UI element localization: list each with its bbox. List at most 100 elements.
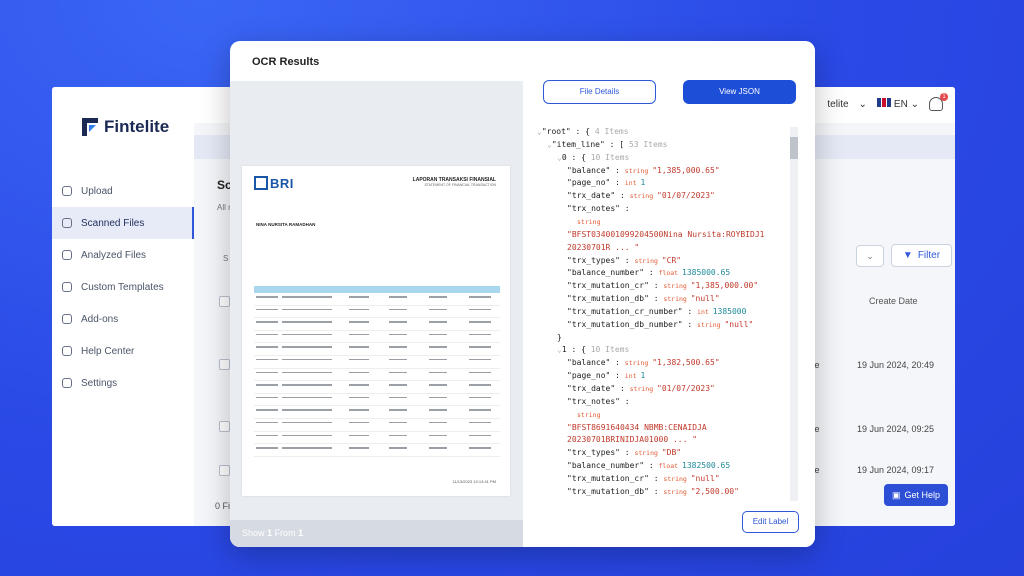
json-token: string [634, 449, 662, 458]
json-token: 20230701BRINIDJA01000 ... " [567, 435, 698, 445]
json-token: 1385000 [712, 306, 747, 316]
sidebar-item-analyzed-files[interactable]: Analyzed Files [52, 239, 194, 271]
sidebar-item-custom-templates[interactable]: Custom Templates [52, 271, 194, 303]
table-row [254, 381, 500, 394]
cell-text [429, 421, 447, 424]
json-token: "trx_date" : [567, 191, 630, 201]
json-token: "null" [724, 319, 754, 329]
row-checkbox[interactable] [219, 359, 230, 370]
chart-icon [62, 250, 72, 260]
json-token: "BFST034001099204500Nina Nursita:ROYBIDJ… [567, 229, 765, 239]
json-token: string [577, 217, 601, 226]
sidebar-item-help-center[interactable]: Help Center [52, 335, 194, 367]
row-checkbox[interactable] [219, 465, 230, 476]
cell-text [349, 296, 369, 298]
json-token: 1382500.65 [682, 461, 731, 471]
chevron-down-icon[interactable]: ⌄ [547, 139, 552, 149]
json-line: 20230701BRINIDJA01000 ... " [567, 435, 697, 445]
sidebar-item-scanned-files[interactable]: Scanned Files [52, 207, 194, 239]
json-token: "1,382,500.65" [652, 358, 720, 368]
cell-text [349, 396, 369, 399]
json-token: "BFST8691640434 NBMB:CENAIDJA [567, 422, 707, 432]
json-line: ⌄1 : { 10 Items [557, 345, 629, 355]
bell-icon[interactable]: 1 [929, 93, 948, 111]
json-line: "trx_mutation_cr" : string "1,385,000.00… [567, 281, 758, 291]
json-token: "1,385,000.65" [652, 165, 720, 175]
cell-text [256, 371, 278, 374]
json-token: "CR" [661, 255, 682, 265]
cell-text [256, 434, 278, 437]
cell-text [429, 296, 447, 298]
json-token: "trx_mutation_db" : [567, 294, 664, 304]
sidebar-item-upload[interactable]: Upload [52, 175, 194, 207]
cell-text [256, 346, 278, 348]
cell-text [282, 409, 332, 411]
document-footer-timestamp: 11/13/2023 13:13:41 PM [452, 479, 496, 484]
cell-text [282, 296, 332, 298]
view-json-button[interactable]: View JSON [683, 80, 796, 104]
cell-text [469, 447, 491, 449]
json-viewer[interactable]: ⌄"root" : { 4 Items ⌄"item_line" : [ 53 I… [537, 127, 790, 501]
table-row [254, 432, 500, 445]
json-token: "balance" : [567, 358, 625, 368]
cell-text [469, 333, 491, 336]
cell-text [469, 421, 491, 424]
json-token: string [697, 320, 725, 329]
cell-text [349, 333, 369, 336]
cell-text [349, 371, 369, 374]
sidebar-item-add-ons[interactable]: Add-ons [52, 303, 194, 335]
cell-text [256, 409, 278, 411]
json-token: "01/07/2023" [657, 384, 715, 393]
sidebar-nav: Upload Scanned Files Analyzed Files Custom … [52, 175, 194, 399]
json-line: "trx_types" : string "CR" [567, 256, 681, 266]
get-help-button[interactable]: ▣ Get Help [884, 484, 948, 506]
select-all-checkbox[interactable] [219, 296, 230, 307]
scrollbar-thumb[interactable] [790, 137, 798, 159]
json-line: "trx_mutation_db_number" : string "null" [567, 320, 753, 330]
account-name[interactable]: telite [827, 98, 849, 110]
sidebar-item-settings[interactable]: Settings [52, 367, 194, 399]
json-line: "balance" : string "1,385,000.65" [567, 166, 720, 176]
json-token: float [658, 269, 682, 278]
language-label: EN [893, 99, 908, 110]
chevron-down-icon[interactable]: ⌄ [557, 345, 562, 355]
cell-text [429, 308, 447, 311]
footer-from: From [274, 528, 296, 538]
ocr-results-modal: OCR Results BRI LAPORAN TRANSAKSI FINANS… [230, 41, 815, 547]
json-line: "BFST034001099204500Nina Nursita:ROYBIDJ… [567, 230, 764, 240]
json-token: "trx_types" : [567, 448, 635, 458]
json-line: "trx_types" : string "DB" [567, 448, 681, 458]
document-preview-pane: BRI LAPORAN TRANSAKSI FINANSIAL STATEMENT… [230, 81, 523, 547]
cell-text [469, 346, 491, 348]
file-details-button[interactable]: File Details [543, 80, 656, 104]
cell-text [389, 308, 407, 311]
cell-text [389, 384, 407, 386]
sidebar-item-label: Settings [81, 377, 118, 389]
document-heading: LAPORAN TRANSAKSI FINANSIAL STATEMENT OF … [412, 177, 496, 187]
row-checkbox[interactable] [219, 421, 230, 432]
cell-text [429, 409, 447, 411]
language-selector[interactable]: EN ⌄ [876, 98, 919, 110]
cell-text [282, 358, 332, 361]
cell-text [282, 396, 332, 399]
cell-text [389, 434, 407, 437]
json-token: "2,500.00" [690, 486, 739, 496]
json-scrollbar[interactable] [790, 127, 798, 501]
dropdown-select[interactable]: ⌄ [856, 245, 884, 267]
json-token: 1385000.65 [682, 268, 731, 278]
filter-button[interactable]: ▼ Filter [891, 244, 952, 267]
json-token: 20230701R ... " [567, 242, 640, 252]
file-icon [62, 218, 72, 228]
json-token: string [634, 256, 662, 265]
chevron-down-icon[interactable]: ⌄ [537, 127, 542, 136]
logo[interactable]: Fintelite [82, 117, 169, 137]
chevron-down-icon[interactable]: ⌄ [557, 152, 562, 162]
sidebar-item-label: Help Center [81, 345, 135, 357]
edit-label-button[interactable]: Edit Label [742, 511, 799, 533]
row-date: 19 Jun 2024, 09:17 [857, 465, 935, 475]
cell-text [282, 321, 332, 323]
topbar-right: telite ⌄ EN ⌄ 1 [827, 93, 948, 111]
chevron-down-icon[interactable]: ⌄ [858, 98, 867, 110]
cell-text [256, 296, 278, 298]
cell-text [282, 384, 332, 386]
